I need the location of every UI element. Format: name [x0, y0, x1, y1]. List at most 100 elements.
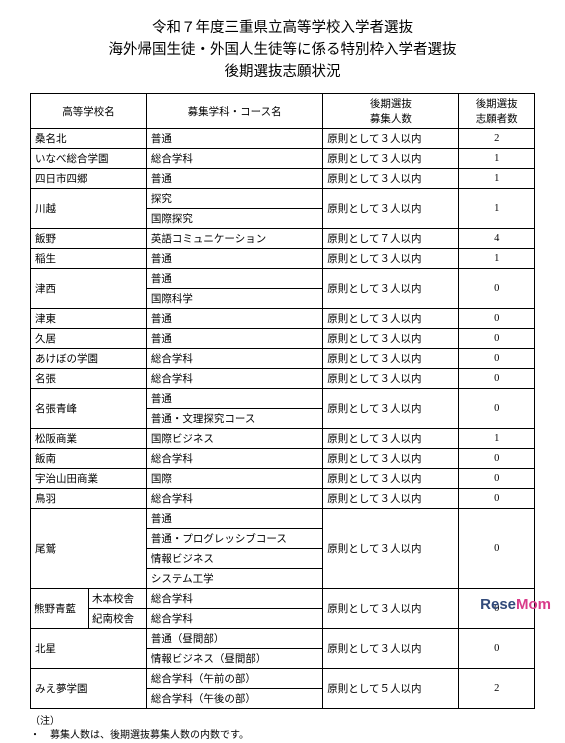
title-line-3: 後期選抜志願状況 [30, 62, 535, 84]
capacity-cell: 原則として３人以内 [323, 489, 459, 509]
table-row: 尾鷲普通原則として３人以内0 [31, 509, 535, 529]
table-row: あけぼの学園総合学科原則として３人以内0 [31, 349, 535, 369]
applicants-cell: 1 [459, 429, 535, 449]
dept-cell: 普通 [146, 249, 322, 269]
dept-cell: 普通 [146, 389, 322, 409]
capacity-cell: 原則として３人以内 [323, 449, 459, 469]
table-row: いなべ総合学園総合学科原則として３人以内1 [31, 149, 535, 169]
table-row: 稲生普通原則として３人以内1 [31, 249, 535, 269]
dept-cell: 普通 [146, 269, 322, 289]
school-cell: 稲生 [31, 249, 147, 269]
school-cell: 桑名北 [31, 129, 147, 149]
table-row: 鳥羽総合学科原則として３人以内0 [31, 489, 535, 509]
table-row: 熊野青藍木本校舎紀南校舎総合学科原則として３人以内0 [31, 589, 535, 609]
capacity-cell: 原則として３人以内 [323, 329, 459, 349]
applicants-cell: 2 [459, 129, 535, 149]
applicants-cell: 0 [459, 629, 535, 669]
dept-cell: 総合学科（午前の部） [146, 669, 322, 689]
capacity-cell: 原則として３人以内 [323, 369, 459, 389]
note-text: ・ 募集人数は、後期選抜募集人数の内数です。 [30, 729, 535, 743]
note-label: （注） [30, 715, 535, 729]
dept-cell: 普通 [146, 329, 322, 349]
school-cell: 川越 [31, 189, 147, 229]
dept-cell: 総合学科 [146, 609, 322, 629]
capacity-cell: 原則として３人以内 [323, 249, 459, 269]
dept-cell: 普通 [146, 309, 322, 329]
school-cell: 久居 [31, 329, 147, 349]
applicants-cell: 4 [459, 229, 535, 249]
capacity-cell: 原則として３人以内 [323, 389, 459, 429]
applicants-cell: 1 [459, 249, 535, 269]
logo-rese: Rese [480, 596, 516, 613]
school-cell: 飯南 [31, 449, 147, 469]
table-row: 久居普通原則として３人以内0 [31, 329, 535, 349]
data-table: 高等学校名 募集学科・コース名 後期選抜 募集人数 後期選抜 志願者数 桑名北普… [30, 93, 535, 709]
capacity-cell: 原則として３人以内 [323, 189, 459, 229]
dept-cell: 普通 [146, 509, 322, 529]
capacity-cell: 原則として３人以内 [323, 469, 459, 489]
applicants-cell: 0 [459, 309, 535, 329]
capacity-cell: 原則として３人以内 [323, 309, 459, 329]
table-row: みえ夢学園総合学科（午前の部）原則として５人以内2 [31, 669, 535, 689]
table-row: 北星普通（昼間部）原則として３人以内0 [31, 629, 535, 649]
dept-cell: システム工学 [146, 569, 322, 589]
dept-cell: 総合学科 [146, 369, 322, 389]
dept-cell: 総合学科（午後の部） [146, 689, 322, 709]
applicants-cell: 0 [459, 389, 535, 429]
capacity-cell: 原則として３人以内 [323, 269, 459, 309]
school-main: 熊野青藍 [31, 589, 88, 628]
school-cell: 名張青峰 [31, 389, 147, 429]
logo: ReseMom [480, 596, 551, 613]
applicants-cell: 0 [459, 469, 535, 489]
table-row: 川越探究原則として３人以内1 [31, 189, 535, 209]
dept-cell: 総合学科 [146, 449, 322, 469]
dept-cell: 普通（昼間部） [146, 629, 322, 649]
dept-cell: 情報ビジネス [146, 549, 322, 569]
applicants-cell: 1 [459, 189, 535, 229]
school-cell: 鳥羽 [31, 489, 147, 509]
school-cell: 宇治山田商業 [31, 469, 147, 489]
table-row: 桑名北普通原則として３人以内2 [31, 129, 535, 149]
logo-mom: Mom [516, 596, 551, 613]
dept-cell: 国際 [146, 469, 322, 489]
capacity-cell: 原則として３人以内 [323, 169, 459, 189]
dept-cell: 国際ビジネス [146, 429, 322, 449]
school-cell: 松阪商業 [31, 429, 147, 449]
table-row: 宇治山田商業国際原則として３人以内0 [31, 469, 535, 489]
note-block: （注） ・ 募集人数は、後期選抜募集人数の内数です。 [30, 715, 535, 743]
table-row: 名張総合学科原則として３人以内0 [31, 369, 535, 389]
table-row: 飯野英語コミュニケーション原則として７人以内4 [31, 229, 535, 249]
applicants-cell: 0 [459, 449, 535, 469]
school-cell: みえ夢学園 [31, 669, 147, 709]
school-cell: 尾鷲 [31, 509, 147, 589]
school-cell: 津東 [31, 309, 147, 329]
dept-cell: 普通・プログレッシブコース [146, 529, 322, 549]
dept-cell: 総合学科 [146, 349, 322, 369]
capacity-cell: 原則として３人以内 [323, 429, 459, 449]
school-cell: 名張 [31, 369, 147, 389]
dept-cell: 普通・文理探究コース [146, 409, 322, 429]
dept-cell: 総合学科 [146, 149, 322, 169]
applicants-cell: 0 [459, 489, 535, 509]
capacity-cell: 原則として７人以内 [323, 229, 459, 249]
page-title: 令和７年度三重県立高等学校入学者選抜 海外帰国生徒・外国人生徒等に係る特別枠入学… [30, 18, 535, 83]
applicants-cell: 2 [459, 669, 535, 709]
capacity-cell: 原則として３人以内 [323, 149, 459, 169]
school-cell: あけぼの学園 [31, 349, 147, 369]
school-cell: 津西 [31, 269, 147, 309]
table-header-row: 高等学校名 募集学科・コース名 後期選抜 募集人数 後期選抜 志願者数 [31, 94, 535, 129]
school-cell: 四日市四郷 [31, 169, 147, 189]
capacity-cell: 原則として３人以内 [323, 129, 459, 149]
table-row: 津西普通原則として３人以内0 [31, 269, 535, 289]
dept-cell: 情報ビジネス（昼間部） [146, 649, 322, 669]
table-row: 名張青峰普通原則として３人以内0 [31, 389, 535, 409]
school-cell: 北星 [31, 629, 147, 669]
capacity-cell: 原則として３人以内 [323, 349, 459, 369]
dept-cell: 英語コミュニケーション [146, 229, 322, 249]
capacity-cell: 原則として３人以内 [323, 629, 459, 669]
school-cell: 飯野 [31, 229, 147, 249]
school-sub: 木本校舎 [88, 589, 145, 609]
applicants-cell: 0 [459, 329, 535, 349]
dept-cell: 国際科学 [146, 289, 322, 309]
table-row: 津東普通原則として３人以内0 [31, 309, 535, 329]
